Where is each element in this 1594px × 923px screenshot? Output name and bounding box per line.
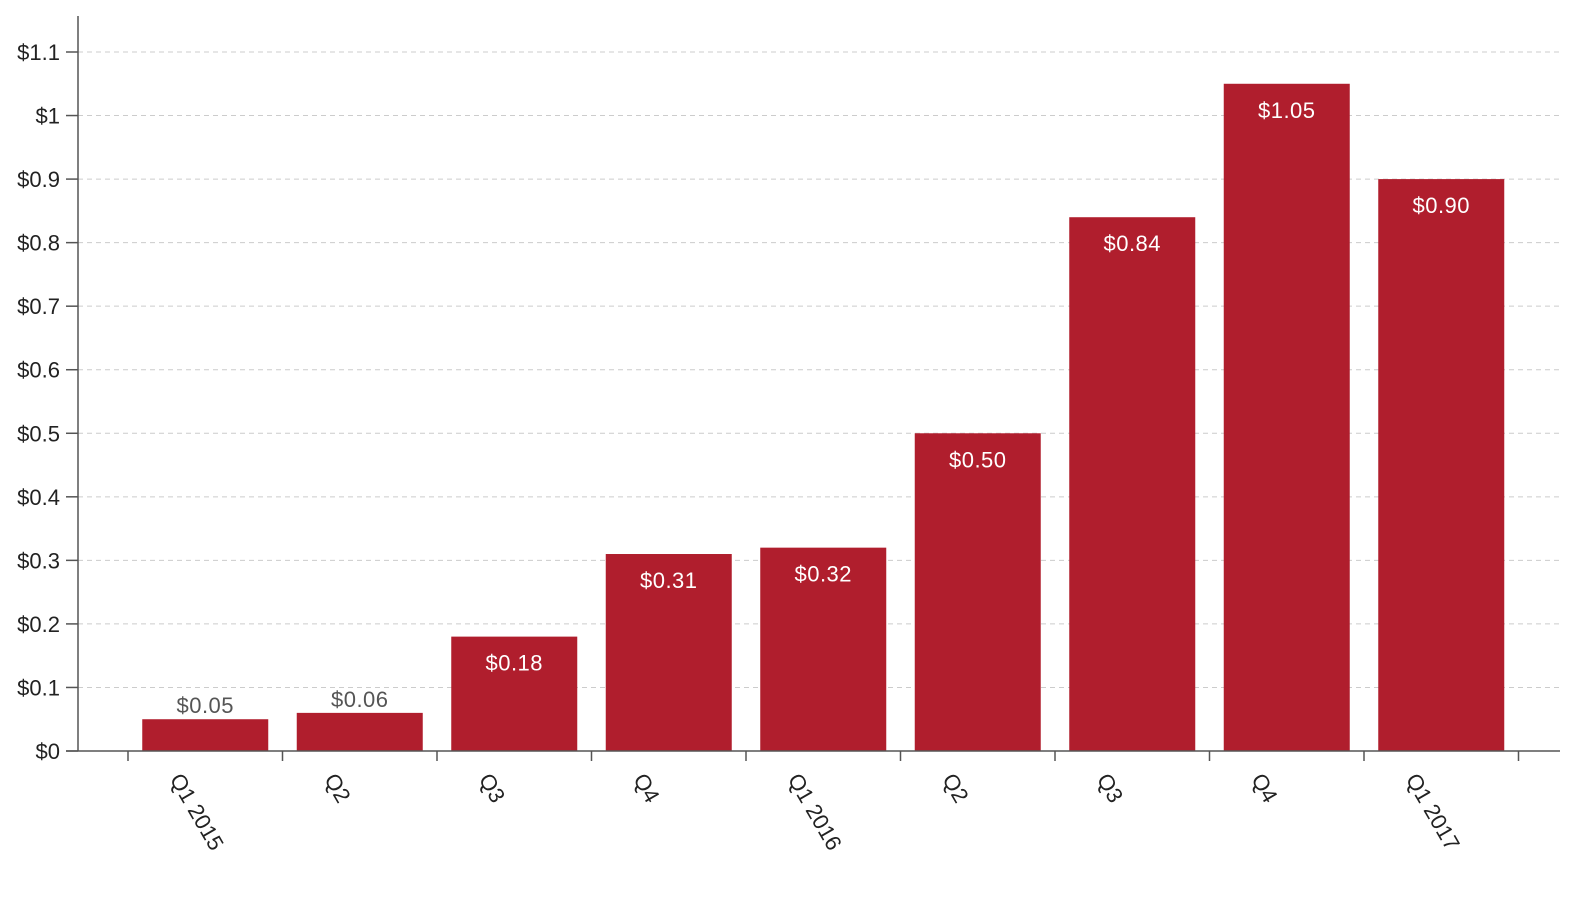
data-labels: $0.05 $0.06 $0.18 $0.31 $0.32 $0.50 $0.84 $1.05… bbox=[176, 98, 1470, 718]
y-tick-label: $0.9 bbox=[17, 167, 60, 192]
data-label: $0.18 bbox=[485, 651, 543, 676]
data-label: $0.06 bbox=[331, 687, 389, 712]
bar bbox=[296, 712, 423, 751]
bar bbox=[760, 547, 887, 751]
bar bbox=[605, 554, 732, 751]
y-tick-label: $0.4 bbox=[17, 485, 60, 510]
y-tick-label: $0 bbox=[36, 739, 60, 764]
x-tick-label: Q4 bbox=[1246, 769, 1282, 807]
y-tick-label: $1 bbox=[36, 104, 60, 129]
x-tick-label: Q1 2015 bbox=[165, 769, 229, 855]
x-tick-label: Q1 2016 bbox=[783, 769, 847, 855]
data-label: $0.31 bbox=[640, 568, 698, 593]
y-tick-label: $0.2 bbox=[17, 612, 60, 637]
data-label: $1.05 bbox=[1258, 98, 1316, 123]
x-tick-label: Q1 2017 bbox=[1401, 769, 1465, 855]
y-tick-label: $0.3 bbox=[17, 548, 60, 573]
data-label: $0.50 bbox=[949, 447, 1007, 472]
x-tick-label: Q2 bbox=[319, 769, 355, 807]
x-tick-label: Q3 bbox=[474, 769, 510, 807]
y-tick-label: $0.1 bbox=[17, 675, 60, 700]
bar bbox=[1378, 179, 1505, 751]
y-tick-label: $0.6 bbox=[17, 358, 60, 383]
x-tick-label: Q3 bbox=[1092, 769, 1128, 807]
y-tick-label: $0.8 bbox=[17, 231, 60, 256]
data-label: $0.90 bbox=[1412, 193, 1470, 218]
bar bbox=[142, 719, 269, 751]
x-tick-label: Q4 bbox=[628, 769, 664, 807]
y-tick-label: $1.1 bbox=[17, 40, 60, 65]
axes bbox=[66, 16, 1560, 761]
y-tick-label: $0.5 bbox=[17, 421, 60, 446]
bar bbox=[914, 433, 1041, 751]
bar bbox=[1069, 217, 1196, 751]
data-label: $0.32 bbox=[794, 562, 852, 587]
data-label: $0.84 bbox=[1103, 231, 1161, 256]
bar bbox=[1223, 83, 1350, 752]
x-tick-label: Q2 bbox=[937, 769, 973, 807]
bars bbox=[142, 83, 1505, 752]
x-axis-tick-labels: Q1 2015 Q2 Q3 Q4 Q1 2016 Q2 Q3 Q4 Q1 2017 bbox=[165, 769, 1465, 855]
y-tick-label: $0.7 bbox=[17, 294, 60, 319]
bar bbox=[451, 636, 578, 751]
data-label: $0.05 bbox=[176, 693, 234, 718]
y-axis-tick-labels: $0 $0.1 $0.2 $0.3 $0.4 $0.5 $0.6 $0.7 $0.8 $0.9 $1… bbox=[17, 40, 60, 764]
